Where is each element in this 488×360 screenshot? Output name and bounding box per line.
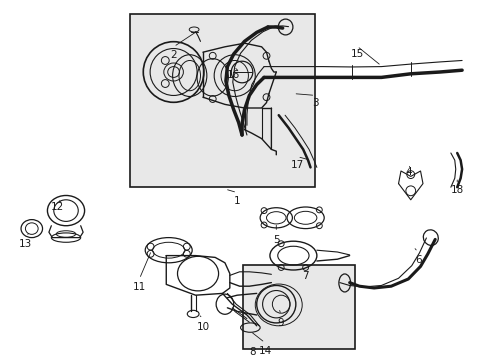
Text: 8: 8 <box>249 347 256 357</box>
Text: 2: 2 <box>170 50 177 60</box>
Text: 5: 5 <box>272 235 279 245</box>
Text: 6: 6 <box>414 255 421 265</box>
Bar <box>129 14 315 187</box>
Text: 16: 16 <box>226 69 240 80</box>
Text: 14: 14 <box>258 346 271 356</box>
Text: 11: 11 <box>132 282 146 292</box>
Bar <box>242 265 354 349</box>
Text: 4: 4 <box>404 167 411 177</box>
Text: 18: 18 <box>449 185 463 195</box>
Text: 7: 7 <box>302 271 308 281</box>
Text: 17: 17 <box>290 159 304 170</box>
Text: 13: 13 <box>19 239 32 249</box>
Text: 1: 1 <box>233 195 240 206</box>
Text: 10: 10 <box>196 321 209 332</box>
Text: 15: 15 <box>349 49 363 59</box>
Text: 12: 12 <box>51 202 64 212</box>
Text: 9: 9 <box>277 318 284 328</box>
Text: 3: 3 <box>311 98 318 108</box>
